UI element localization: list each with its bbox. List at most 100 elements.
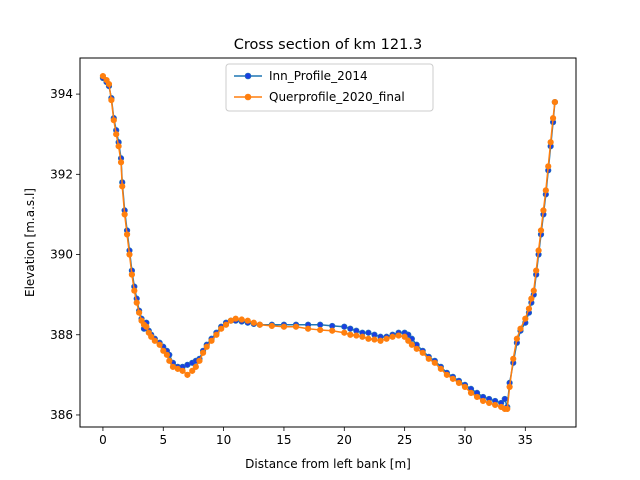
data-point [133,299,140,306]
data-point [528,295,535,302]
data-point [292,323,300,330]
y-tick-label: 392 [50,167,73,181]
data-point [542,187,549,194]
data-point [530,287,537,294]
data-point [473,393,481,401]
data-point [359,333,366,340]
y-tick-label: 394 [50,87,73,101]
data-point [535,247,542,254]
data-point [189,367,196,374]
data-point [110,117,117,124]
data-point [222,321,230,328]
data-point [268,322,275,330]
data-point [347,325,354,332]
data-point [143,323,150,330]
series-layer [99,72,558,413]
data-point [128,271,135,278]
legend-label: Querprofile_2020_final [269,90,405,104]
legend-swatch-marker [244,93,252,101]
data-point [126,251,133,258]
data-point [425,355,432,362]
data-point [136,309,143,316]
data-point [108,97,115,104]
data-point [455,379,463,386]
data-point [148,333,155,340]
data-point [461,383,469,390]
x-tick-label: 15 [276,433,291,447]
data-point [551,99,558,106]
data-point [506,383,513,390]
data-point [547,139,554,146]
data-point [437,365,444,372]
data-point [522,315,529,322]
data-point [119,183,126,190]
data-point [99,72,107,80]
data-point [389,333,396,340]
data-point [533,267,540,274]
data-point [250,319,257,326]
data-point [419,349,426,356]
data-point [208,337,215,344]
legend-item: Inn_Profile_2014 [234,69,368,83]
x-tick-label: 35 [518,433,533,447]
legend-box [225,63,434,112]
data-point [486,399,493,407]
series-2 [99,72,558,413]
data-point [504,405,511,413]
data-point [467,389,475,397]
data-point [156,341,163,348]
data-point [184,371,191,378]
plot-frame [79,57,577,428]
x-axis-label: Distance from left bank [m] [245,457,411,471]
data-point [525,305,533,312]
legend-label: Inn_Profile_2014 [269,69,368,83]
chart-title: Cross section of km 121.3 [234,37,422,53]
legend-item: Querprofile_2020_final [234,90,405,104]
data-point [131,287,138,294]
legend-swatch-marker [244,72,252,80]
data-point [196,357,203,364]
y-axis: 386 388 390 392 394 [50,87,80,422]
y-axis-label: Elevation [m.a.s.l] [23,188,37,297]
data-point [163,351,170,358]
data-point [371,336,378,343]
x-tick-label: 0 [99,433,107,447]
data-point [166,357,173,364]
x-axis: 0 5 10 15 20 25 30 35 [99,427,533,447]
data-point [501,395,508,403]
data-point [431,359,438,366]
y-tick-label: 390 [50,248,73,262]
data-point [203,343,210,350]
data-point [256,321,263,328]
data-point [405,337,412,344]
data-point [443,371,450,378]
data-point [117,159,125,166]
data-point [408,341,415,348]
data-point [540,207,547,214]
data-point [395,332,402,339]
data-point [413,345,420,352]
x-tick-label: 25 [397,433,412,447]
data-point [123,231,131,238]
legend: Inn_Profile_2014 Querprofile_2020_final [225,63,434,112]
data-point [213,331,220,338]
data-point [280,323,288,330]
data-point [160,347,167,354]
y-tick-label: 386 [50,408,73,422]
data-point [244,317,251,324]
data-point [151,337,158,344]
data-point [218,325,225,332]
data-point [179,367,186,374]
data-point [115,143,122,150]
data-point [192,363,199,370]
data-point [238,316,245,323]
data-point [549,115,557,122]
data-point [517,325,524,332]
x-tick-label: 20 [337,433,352,447]
data-point [510,355,517,362]
x-tick-label: 30 [457,433,472,447]
data-point [199,349,207,356]
data-point [317,321,324,328]
data-point [341,329,348,336]
